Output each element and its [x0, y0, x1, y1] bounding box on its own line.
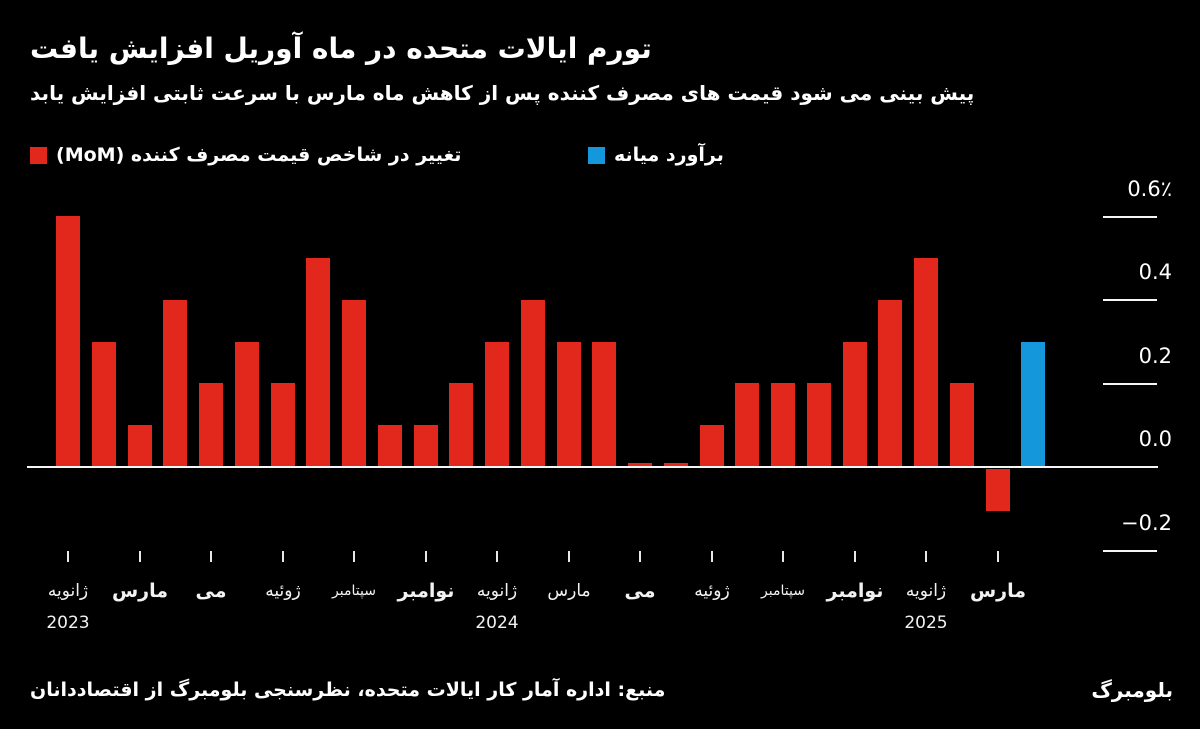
cpi-bar-18 — [700, 425, 724, 467]
x-label-14: مارس — [547, 581, 591, 601]
cpi-bar-7 — [306, 258, 330, 467]
x-tick-8 — [353, 551, 355, 562]
y-label-0.0: 0.0 — [1138, 427, 1172, 451]
x-tick-12 — [496, 551, 498, 562]
cpi-bar-25 — [950, 383, 974, 467]
cpi-bar-2 — [128, 425, 152, 467]
chart-title: تورم ایالات متحده در ماه آوریل افزایش یا… — [30, 32, 652, 65]
x-label-16: می — [624, 580, 656, 602]
cpi-bar-6 — [271, 383, 295, 467]
y-label-0.6٪: 0.6٪ — [1127, 177, 1172, 201]
cpi-bar-0 — [56, 216, 80, 467]
source-note: منبع: اداره آمار کار ایالات متحده، نظرسن… — [30, 679, 666, 701]
x-tick-2 — [139, 551, 141, 562]
legend-item-estimate: برآورد میانه — [588, 143, 724, 167]
y-tick-0.4 — [1103, 299, 1157, 301]
cpi-bar-5 — [235, 342, 259, 467]
y-label-0.4: 0.4 — [1138, 260, 1172, 284]
cpi-bar-16 — [628, 463, 652, 467]
x-label-2: مارس — [111, 580, 169, 602]
zero-baseline — [27, 466, 1158, 468]
cpi-bar-15 — [592, 342, 616, 467]
cpi-bar-13 — [521, 300, 545, 467]
brand-label: بلومبرگ — [1091, 678, 1173, 702]
cpi-bar-9 — [378, 425, 402, 467]
cpi-bar-20 — [771, 383, 795, 467]
x-tick-10 — [425, 551, 427, 562]
cpi-bar-24 — [914, 258, 938, 467]
y-tick-0.6٪ — [1103, 216, 1157, 218]
cpi-bar-8 — [342, 300, 366, 467]
x-label-26: مارس — [969, 580, 1027, 602]
x-label-12: ژانویه — [476, 581, 518, 601]
y-label-−0.2: −0.2 — [1121, 511, 1172, 535]
x-label-6: ژوئیه — [265, 581, 301, 601]
y-tick-−0.2 — [1103, 550, 1157, 552]
x-label-20: سپتامبر — [761, 583, 805, 599]
year-label-2023: 2023 — [46, 613, 90, 633]
legend-item-mom: تغییر در شاخص قیمت مصرف کننده (MoM) — [30, 143, 461, 167]
x-tick-24 — [925, 551, 927, 562]
x-label-4: می — [195, 580, 227, 602]
x-label-18: ژوئیه — [694, 581, 730, 601]
cpi-bar-3 — [163, 300, 187, 467]
x-label-0: ژانویه — [47, 581, 89, 601]
x-label-8: سپتامبر — [332, 583, 376, 599]
cpi-bar-19 — [735, 383, 759, 467]
y-tick-0.2 — [1103, 383, 1157, 385]
cpi-bar-23 — [878, 300, 902, 467]
x-tick-22 — [854, 551, 856, 562]
year-label-2024: 2024 — [475, 613, 519, 633]
cpi-bar-1 — [92, 342, 116, 467]
x-tick-14 — [568, 551, 570, 562]
cpi-bar-12 — [485, 342, 509, 467]
x-tick-16 — [639, 551, 641, 562]
blue-swatch-icon — [588, 146, 605, 164]
cpi-bar-11 — [449, 383, 473, 467]
median-estimate-bar — [1021, 342, 1045, 467]
red-swatch-icon — [30, 146, 47, 164]
x-label-24: ژانویه — [905, 581, 947, 601]
x-tick-6 — [282, 551, 284, 562]
chart-subtitle: پیش بینی می شود قیمت های مصرف کننده پس ا… — [30, 81, 975, 105]
cpi-bar-17 — [664, 463, 688, 467]
cpi-bar-22 — [843, 342, 867, 467]
cpi-bar-4 — [199, 383, 223, 467]
x-tick-18 — [711, 551, 713, 562]
legend-label-mom: تغییر در شاخص قیمت مصرف کننده (MoM) — [56, 144, 462, 166]
cpi-bar-21 — [807, 383, 831, 467]
x-tick-4 — [210, 551, 212, 562]
cpi-bar-26 — [986, 469, 1010, 511]
x-tick-26 — [997, 551, 999, 562]
year-label-2025: 2025 — [904, 613, 948, 633]
cpi-bar-14 — [557, 342, 581, 467]
x-label-22: نوامبر — [826, 580, 884, 602]
y-label-0.2: 0.2 — [1138, 344, 1172, 368]
x-tick-20 — [782, 551, 784, 562]
legend-label-estimate: برآورد میانه — [614, 144, 724, 166]
x-tick-0 — [67, 551, 69, 562]
x-label-10: نوامبر — [397, 580, 455, 602]
cpi-bar-10 — [414, 425, 438, 467]
